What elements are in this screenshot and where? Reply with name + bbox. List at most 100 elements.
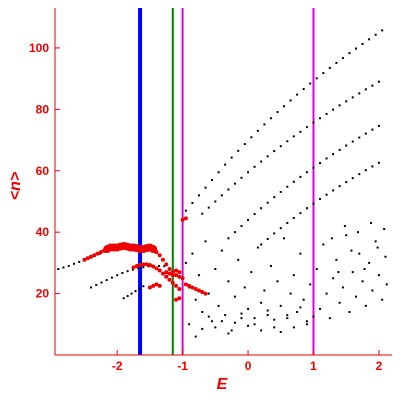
black-point-54 (328, 66, 331, 69)
y-axis-label: <n> (7, 172, 24, 200)
black-point-167 (292, 274, 295, 277)
axes (54, 8, 392, 356)
black-point-37 (217, 171, 220, 174)
black-point-85 (345, 100, 348, 103)
black-point-104 (312, 166, 315, 169)
black-point-50 (302, 88, 305, 91)
black-point-116 (266, 237, 269, 240)
red-point-5 (98, 250, 103, 255)
black-point-191 (374, 240, 377, 243)
black-point-177 (328, 317, 331, 320)
red-point-45 (154, 266, 159, 271)
black-point-124 (319, 198, 322, 201)
black-point-162 (276, 280, 279, 283)
black-point-133 (377, 161, 380, 164)
y-axis-ticks: 20 40 60 80 100 (29, 41, 60, 301)
black-point-146 (224, 314, 227, 317)
black-point-55 (335, 61, 338, 64)
black-point-28 (130, 292, 133, 295)
black-point-127 (338, 185, 341, 188)
black-point-128 (345, 181, 348, 184)
red-point-48 (164, 274, 169, 279)
black-point-44 (263, 123, 266, 126)
black-point-139 (201, 311, 204, 314)
black-point-32 (184, 209, 187, 212)
black-point-26 (122, 297, 125, 300)
red-point-25 (164, 262, 169, 267)
black-point-195 (385, 283, 388, 286)
black-point-132 (371, 165, 374, 168)
black-point-158 (263, 289, 266, 292)
red-point-24 (160, 257, 165, 262)
red-point-64 (180, 217, 185, 222)
black-point-154 (250, 271, 253, 274)
black-point-141 (207, 292, 210, 295)
red-point-47 (160, 271, 165, 276)
red-point-51 (174, 283, 179, 288)
black-point-123 (312, 202, 315, 205)
black-point-94 (247, 218, 250, 221)
black-point-214 (247, 324, 250, 327)
black-point-194 (384, 255, 387, 258)
red-point-2 (88, 254, 93, 259)
black-point-4 (78, 260, 81, 263)
black-point-114 (377, 124, 380, 127)
black-point-20 (137, 267, 140, 270)
black-point-27 (126, 295, 129, 298)
black-point-223 (305, 323, 308, 326)
black-point-213 (240, 312, 243, 315)
black-point-207 (201, 327, 204, 330)
red-point-54 (167, 271, 172, 276)
black-point-98 (273, 196, 276, 199)
black-point-19 (131, 268, 134, 271)
black-point-3 (72, 262, 75, 265)
black-point-217 (266, 309, 269, 312)
black-point-79 (305, 126, 308, 129)
red-point-34 (193, 286, 198, 291)
black-point-210 (220, 320, 223, 323)
black-point-87 (358, 92, 361, 95)
black-point-173 (315, 268, 318, 271)
black-point-38 (224, 163, 227, 166)
red-point-31 (183, 282, 188, 287)
black-point-178 (332, 277, 335, 280)
y-tick-label-3: 80 (36, 102, 50, 116)
black-point-108 (338, 148, 341, 151)
black-point-40 (237, 149, 240, 152)
black-point-101 (292, 180, 295, 183)
red-point-55 (170, 273, 175, 278)
black-point-149 (233, 295, 236, 298)
black-point-187 (361, 280, 364, 283)
black-point-102 (299, 175, 302, 178)
vertical-lines (138, 8, 315, 355)
black-point-119 (286, 221, 289, 224)
black-point-145 (220, 249, 223, 252)
black-point-56 (341, 57, 344, 60)
black-point-216 (260, 329, 263, 332)
black-point-64 (207, 206, 210, 209)
black-point-107 (332, 153, 335, 156)
black-point-63 (201, 212, 204, 215)
black-point-198 (370, 221, 373, 224)
black-point-0 (57, 268, 60, 271)
red-point-50 (170, 280, 175, 285)
black-point-161 (273, 326, 276, 329)
x-tick-label-2: 0 (245, 359, 252, 373)
black-point-155 (253, 323, 256, 326)
black-point-11 (89, 286, 92, 289)
black-point-130 (358, 173, 361, 176)
black-point-92 (233, 231, 236, 234)
black-point-136 (191, 252, 194, 255)
black-point-59 (361, 42, 364, 45)
red-point-60 (154, 282, 159, 287)
red-point-61 (157, 283, 162, 288)
black-point-111 (358, 136, 361, 139)
black-point-151 (240, 317, 243, 320)
black-point-175 (322, 243, 325, 246)
black-point-121 (299, 212, 302, 215)
red-point-59 (151, 283, 156, 288)
black-point-13 (100, 281, 103, 284)
black-point-90 (377, 80, 380, 83)
red-point-29 (177, 274, 182, 279)
black-point-67 (227, 188, 230, 191)
